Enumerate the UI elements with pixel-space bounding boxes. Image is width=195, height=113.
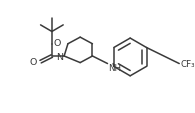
Text: O: O <box>29 58 37 67</box>
Text: O: O <box>54 39 61 48</box>
Text: CF₃: CF₃ <box>180 60 195 68</box>
Text: NH: NH <box>108 63 122 72</box>
Text: N: N <box>56 52 63 61</box>
